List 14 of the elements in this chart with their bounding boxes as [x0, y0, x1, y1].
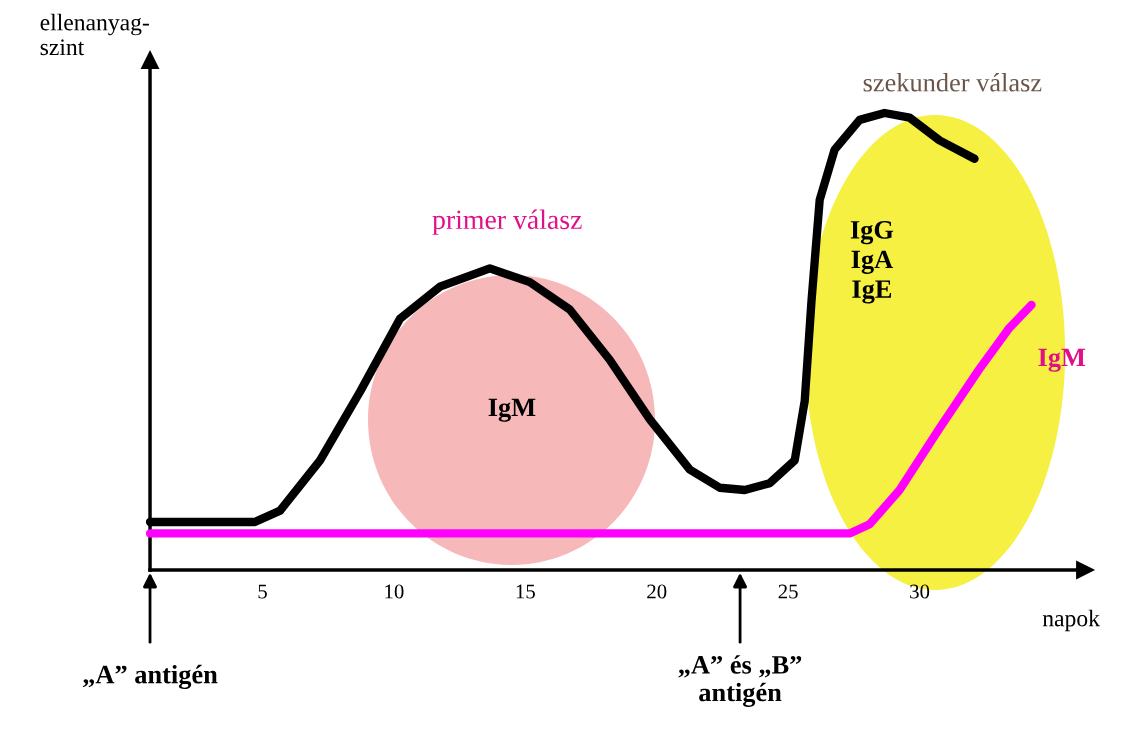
annotation: primer válasz — [432, 209, 582, 235]
x-axis-title: napok — [1042, 609, 1100, 632]
x-tick-label: 5 — [258, 584, 267, 599]
x-tick-label: 30 — [910, 584, 930, 599]
annotation: IgM — [488, 398, 536, 422]
annotation: IgG IgA IgE — [850, 220, 894, 304]
x-tick-label: 20 — [647, 584, 667, 599]
text: „A” és „B” antigén — [678, 655, 802, 707]
text: szekunder válasz — [863, 72, 1042, 92]
y-axis-title: ellenanyag- szint — [40, 13, 149, 56]
text: „A” antigén — [82, 664, 218, 690]
x-tick-label: 25 — [778, 584, 798, 599]
x-tick-label: 15 — [516, 584, 535, 599]
x-tick-label: 10 — [385, 584, 404, 599]
